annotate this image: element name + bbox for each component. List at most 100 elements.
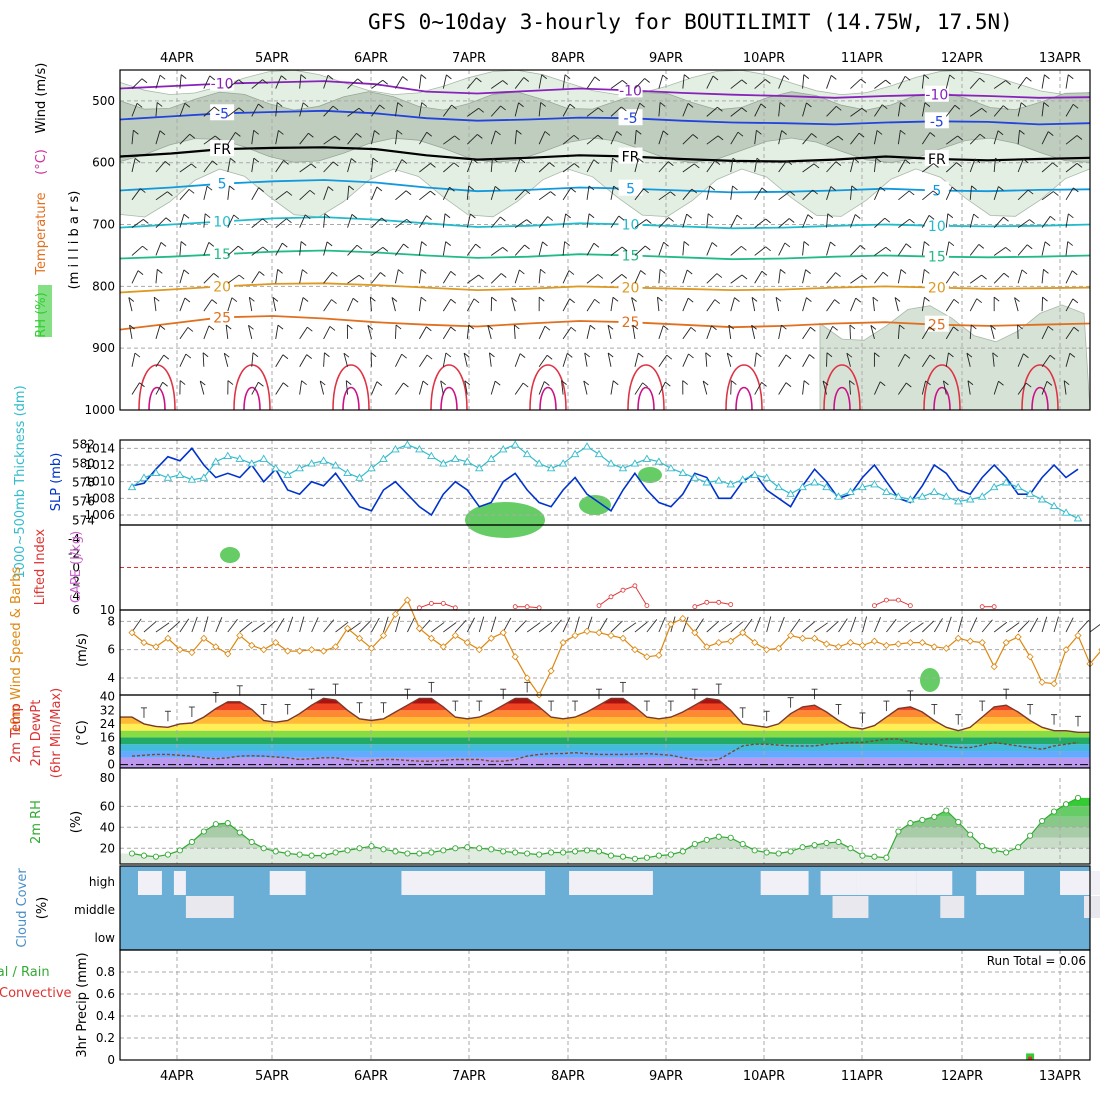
- wind-barb: [874, 104, 883, 117]
- wind-barb-flag: [662, 74, 668, 80]
- cape-point: [644, 603, 650, 608]
- 2m-rh-point: [212, 821, 219, 828]
- wind-barb: [299, 241, 302, 256]
- wind-barb: [872, 297, 875, 312]
- wind-barb: [131, 382, 140, 395]
- 10m-wind-barb: [466, 617, 475, 633]
- wind-barb: [706, 299, 716, 312]
- wind-barb: [323, 75, 329, 89]
- wind-barb: [251, 271, 260, 284]
- middle-cloud-block-3: [1083, 896, 1100, 918]
- isotherm-label--5-1: -5: [624, 111, 638, 127]
- wind-barb-flag: [137, 270, 144, 275]
- wind-barb-flag: [780, 269, 786, 274]
- wind-barb: [323, 352, 325, 367]
- wind-barb: [490, 158, 493, 173]
- 10m-wind-point: [308, 646, 316, 654]
- wind-barb: [730, 131, 739, 145]
- wind-barb: [538, 191, 551, 201]
- wind-barb: [395, 269, 399, 284]
- wind-barb: [730, 297, 735, 312]
- wind-barb-flag: [379, 104, 385, 110]
- slp-tick-1012: 1012: [84, 458, 115, 472]
- upper-air-ylabel-2: (°C): [34, 149, 49, 175]
- 10m-wind-barb: [359, 620, 372, 633]
- wind-barb-flag: [542, 241, 548, 247]
- wind-barb-flag: [1049, 354, 1056, 360]
- wind-tick-6: 6: [107, 643, 115, 657]
- thickness-point: [822, 482, 831, 491]
- wind-barb: [802, 354, 810, 367]
- wind-barb-flag: [751, 296, 758, 302]
- wind-barb-flag: [668, 217, 674, 222]
- wind-barb: [607, 325, 612, 340]
- wind-barb-flag: [1043, 268, 1049, 274]
- 10m-wind-point: [918, 639, 926, 647]
- wind-barb-flag: [326, 241, 333, 247]
- isotherm-label-25-0: 25: [213, 310, 231, 326]
- wind-barb-flag: [707, 213, 714, 219]
- 2m-dewpt-ylabel: 2m DewPt: [29, 700, 44, 767]
- cape-point: [440, 601, 446, 606]
- wind-barb: [155, 269, 158, 284]
- wind-barb-flag: [140, 188, 146, 193]
- wind-barb-flag: [209, 75, 216, 81]
- rh-band-2: [120, 827, 1090, 838]
- 10m-wind-point: [810, 634, 819, 642]
- thickness-point: [870, 479, 879, 488]
- thickness-point: [522, 449, 532, 458]
- thickness-point: [762, 473, 771, 481]
- wind-barb-flag: [688, 353, 694, 359]
- 10m-wind-barb: [431, 622, 445, 633]
- isotherm-label-10-0: 10: [213, 214, 231, 230]
- wind-barb: [610, 106, 622, 117]
- wind-barb-flag: [306, 354, 312, 359]
- isotherm-35-loop-8: [933, 386, 951, 411]
- wind-barb-flag: [597, 274, 604, 279]
- wind-barb: [921, 102, 926, 117]
- wind-barb: [849, 380, 851, 395]
- wind-barb-flag: [350, 158, 357, 163]
- wind-barb-flag: [523, 77, 530, 82]
- precip-tick-0.6: 0.6: [96, 987, 115, 1001]
- wind-barb: [131, 245, 143, 256]
- thickness-point: [127, 482, 137, 491]
- 2m-rh-point: [416, 850, 423, 857]
- wind-barb-flag: [478, 107, 485, 113]
- temp-band-4: [120, 730, 1090, 738]
- high-cloud-block-9: [976, 871, 1025, 895]
- wind-barb-flag: [805, 269, 811, 274]
- isotherm-label-bg: [924, 216, 949, 233]
- wind-barb-flag: [905, 243, 912, 249]
- cape-point: [907, 603, 913, 608]
- wind-barb: [778, 102, 781, 117]
- 10m-wind-barb: [682, 616, 689, 633]
- wind-barb: [802, 327, 811, 340]
- wind-barb-flag: [487, 325, 494, 330]
- 10m-wind-barb: [766, 616, 772, 633]
- wind-barb: [538, 131, 546, 145]
- wind-barb: [299, 102, 304, 117]
- wind-barb: [466, 158, 473, 173]
- wind-barb: [610, 215, 620, 228]
- wind-barb: [203, 213, 206, 228]
- wind-barb-flag: [1020, 102, 1027, 108]
- upper-air-frame: [119, 69, 1091, 411]
- thickness-point: [989, 482, 999, 491]
- wind-barb-flag: [204, 213, 211, 219]
- thickness-tick-582: 582: [72, 438, 95, 452]
- precip-tick-0: 0: [107, 1053, 115, 1067]
- lifted-index-ylabel: Lifted Index: [33, 528, 48, 605]
- wind-barb-flag: [741, 107, 748, 113]
- wind-barb: [466, 298, 475, 312]
- wind-barb-flag: [670, 191, 676, 197]
- wind-barb: [323, 135, 336, 145]
- top-date-label-6APR: 6APR: [354, 51, 388, 66]
- wind-barb: [897, 76, 906, 89]
- wind-barb: [418, 269, 422, 284]
- 10m-wind-barb: [538, 621, 553, 633]
- thickness-point: [798, 482, 807, 491]
- thickness-point: [1013, 482, 1023, 491]
- wind-barb: [443, 135, 455, 145]
- wind-barb: [299, 297, 304, 312]
